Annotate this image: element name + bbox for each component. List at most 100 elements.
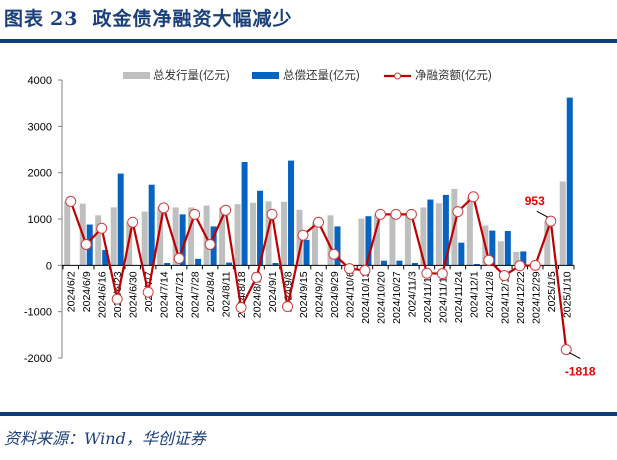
x-tick-label: 2024/7/28: [190, 271, 202, 318]
x-tick-label: 2024/10/20: [375, 271, 387, 324]
x-tick-label: 2024/9/22: [314, 271, 326, 318]
annotations: 953 -1818: [525, 194, 596, 378]
gross-issuance-bar: [265, 201, 272, 266]
repayment-bar: [226, 262, 233, 266]
x-axis: 2024/6/22024/6/92024/6/162024/6/232024/6…: [62, 264, 575, 324]
net-financing-marker: [529, 259, 541, 271]
net-financing-marker: [452, 206, 464, 218]
net-financing-marker: [313, 216, 324, 228]
gross-issuance-bar: [64, 201, 71, 266]
repayment-bar: [164, 263, 171, 266]
figure-title: 图表 23 政金债净融资大幅减少: [4, 4, 292, 31]
y-axis: -2000 -1000 0 1000 2000 3000 4000: [24, 75, 63, 365]
gross-issuance-bar: [373, 214, 380, 266]
annotation-label: -1818: [565, 365, 596, 379]
repayment-bar: [288, 160, 295, 266]
net-financing-marker: [467, 191, 479, 203]
gross-issuance-bar: [513, 251, 520, 266]
net-financing-marker: [436, 268, 448, 280]
net-financing-marker: [328, 248, 340, 260]
net-financing-marker: [142, 286, 154, 298]
repayment-bar: [257, 190, 264, 266]
net-financing-marker: [96, 222, 108, 234]
chart: 总发行量(亿元) 总偿还量(亿元) 净融资额(亿元) -2000 -1000 0 1000…: [24, 68, 596, 379]
repayment-bar: [303, 239, 310, 266]
net-financing-marker: [189, 208, 201, 220]
net-financing-marker: [80, 238, 92, 250]
legend-label-repayment: 总偿还量(亿元): [283, 68, 360, 82]
x-tick-label: 2024/11/10: [422, 271, 434, 323]
net-financing-marker: [405, 208, 417, 220]
x-tick-label: 2025/1/5: [546, 271, 558, 312]
repayment-bar: [396, 260, 403, 266]
annotation-label: 953: [525, 194, 545, 208]
figure-title-text: 政金债净融资大幅减少: [92, 8, 293, 30]
repayment-bar: [334, 226, 341, 266]
bars: [64, 97, 573, 266]
repayment-bar: [566, 97, 573, 266]
x-tick-label: 2024/6/30: [128, 271, 140, 318]
net-financing-marker: [266, 208, 278, 220]
gross-issuance-bar: [172, 207, 179, 266]
repayment-bar: [117, 173, 124, 266]
gross-issuance-bar: [234, 204, 241, 266]
net-financing-marker: [514, 260, 526, 272]
x-tick-label: 2024/6/2: [66, 271, 78, 312]
x-tick-label: 2024/6/9: [81, 271, 93, 312]
legend-swatch-repayment: [252, 72, 279, 79]
gross-issuance-bar: [404, 212, 411, 266]
repayment-bar: [148, 184, 155, 266]
net-financing-marker: [297, 229, 309, 241]
repayment-bar: [473, 263, 480, 266]
net-financing-marker: [390, 208, 402, 220]
repayment-bar: [195, 258, 202, 266]
net-financing-line: [65, 191, 572, 356]
repayment-bar: [272, 263, 279, 266]
x-tick-label: 2024/9/1: [267, 271, 279, 312]
y-tick-label: 1000: [28, 214, 52, 226]
gross-issuance-bar: [281, 201, 288, 266]
x-tick-label: 2024/12/15: [499, 271, 511, 324]
net-financing-marker: [560, 344, 572, 356]
gross-issuance-bar: [312, 222, 318, 266]
gross-issuance-bar: [157, 207, 164, 266]
x-tick-label: 2024/12/29: [530, 271, 542, 324]
repayment-bar: [241, 162, 248, 266]
x-tick-label: 2024/8/11: [221, 271, 233, 317]
figure-label: 图表: [4, 8, 45, 30]
x-tick-label: 2024/12/22: [515, 271, 527, 324]
x-tick-label: 2024/11/24: [453, 271, 465, 323]
x-tick-label: 2024/7/14: [159, 271, 171, 318]
x-tick-label: 2024/11/3: [406, 271, 418, 317]
source-note: 资料来源：Wind，华创证券: [4, 429, 206, 448]
repayment-bar: [380, 260, 387, 266]
bottom-rule: [0, 412, 617, 416]
x-tick-label: 2024/9/15: [298, 271, 310, 318]
x-tick-label: 2024/8/4: [205, 271, 217, 312]
repayment-bar: [520, 251, 527, 266]
x-tick-label: 2024/12/1: [468, 271, 480, 318]
x-tick-label: 2025/1/10: [561, 271, 573, 318]
net-financing-marker: [343, 263, 355, 275]
gross-issuance-bar: [219, 207, 226, 266]
repayment-bar: [427, 199, 434, 266]
gross-issuance-bar: [95, 215, 102, 266]
gross-issuance-bar: [188, 207, 195, 266]
x-tick-label: 2024/7/21: [174, 271, 186, 318]
repayment-bar: [179, 214, 186, 266]
repayment-bar: [411, 263, 418, 266]
y-tick-label: 0: [46, 260, 52, 272]
gross-issuance-bar: [250, 202, 257, 266]
net-financing-marker: [204, 238, 216, 250]
gross-issuance-bar: [358, 218, 365, 266]
net-financing-marker: [421, 267, 433, 279]
gross-issuance-bar: [420, 207, 427, 266]
net-financing-marker: [173, 252, 185, 264]
x-tick-label: 2024/11/17: [437, 271, 449, 323]
repayment-bar: [102, 250, 109, 266]
repayment-bar: [504, 231, 511, 266]
net-financing-marker: [282, 301, 294, 313]
net-financing-marker: [359, 264, 371, 276]
net-financing-marker: [374, 208, 386, 220]
legend-label-net: 净融资额(亿元): [415, 68, 492, 82]
